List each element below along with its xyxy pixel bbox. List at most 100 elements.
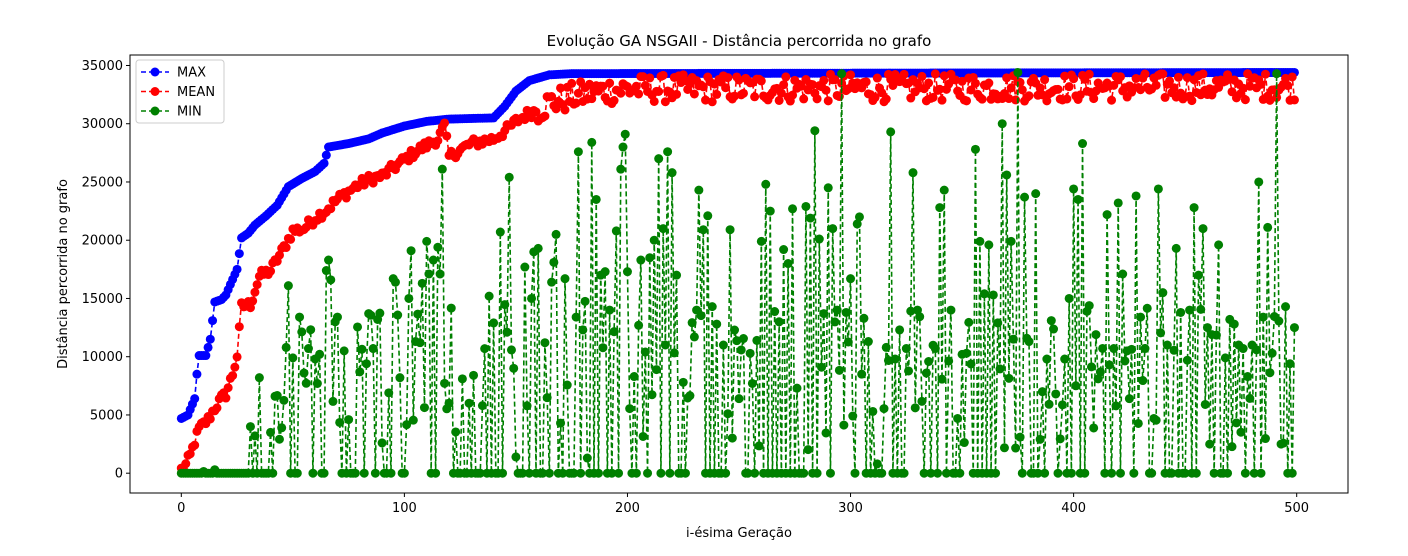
data-point xyxy=(1165,76,1175,86)
data-point xyxy=(747,379,757,388)
data-point xyxy=(319,468,329,478)
data-point xyxy=(571,312,581,322)
series-min xyxy=(176,67,1299,478)
data-point xyxy=(1281,302,1291,312)
data-point xyxy=(846,274,856,284)
series-mean xyxy=(176,69,1299,474)
data-point xyxy=(1064,293,1074,303)
data-point xyxy=(1037,387,1047,397)
data-point xyxy=(605,305,615,315)
data-point xyxy=(1289,95,1299,105)
data-point xyxy=(1171,243,1181,253)
data-point xyxy=(638,72,648,82)
data-point xyxy=(672,270,682,280)
data-point xyxy=(1156,328,1166,338)
data-point xyxy=(1153,184,1163,194)
data-point xyxy=(872,459,882,469)
x-tick-label: 200 xyxy=(615,501,640,516)
data-point xyxy=(279,395,289,405)
series-layer xyxy=(176,67,1299,478)
data-point xyxy=(614,468,624,478)
data-point xyxy=(350,468,360,478)
data-point xyxy=(286,234,296,244)
data-point xyxy=(821,428,831,438)
data-point xyxy=(783,259,793,269)
data-point xyxy=(1252,345,1262,355)
data-point xyxy=(665,468,675,478)
data-point xyxy=(752,335,762,345)
data-point xyxy=(1086,362,1096,372)
data-point xyxy=(825,468,835,478)
data-point xyxy=(901,344,911,354)
data-point xyxy=(725,225,735,235)
data-point xyxy=(984,240,994,250)
data-point xyxy=(1089,94,1099,104)
x-tick-label: 500 xyxy=(1284,501,1309,516)
chart-title: Evolução GA NSGAII - Distância percorrid… xyxy=(547,32,932,50)
data-point xyxy=(1060,71,1070,81)
data-point xyxy=(1120,356,1130,366)
data-point xyxy=(814,234,824,244)
data-point xyxy=(1202,323,1212,333)
data-point xyxy=(1044,399,1054,409)
data-point xyxy=(1093,374,1103,384)
data-point xyxy=(723,73,733,83)
data-point xyxy=(924,357,934,366)
data-point xyxy=(205,334,215,344)
data-point xyxy=(796,81,806,91)
data-point xyxy=(1151,80,1161,90)
series-line-min xyxy=(181,72,1296,474)
data-point xyxy=(1049,324,1059,334)
data-point xyxy=(707,97,717,107)
data-point xyxy=(321,266,331,276)
data-point xyxy=(1006,236,1016,246)
data-point xyxy=(1040,468,1050,478)
data-point xyxy=(1017,85,1027,95)
data-point xyxy=(511,452,521,462)
data-point xyxy=(344,415,354,425)
y-tick-label: 30000 xyxy=(82,117,123,132)
data-point xyxy=(598,343,608,353)
data-point xyxy=(908,168,918,178)
data-point xyxy=(1267,348,1277,358)
data-point xyxy=(970,144,980,154)
data-point xyxy=(1162,340,1172,350)
data-point xyxy=(1142,303,1152,313)
data-point xyxy=(1089,423,1099,433)
data-point xyxy=(587,94,597,104)
data-point xyxy=(643,468,653,478)
data-point xyxy=(368,178,378,188)
data-point xyxy=(522,401,532,411)
data-point xyxy=(1189,203,1199,213)
data-point xyxy=(1078,139,1088,149)
data-point xyxy=(312,379,322,388)
data-point xyxy=(1035,434,1045,444)
data-point xyxy=(361,359,371,369)
data-point xyxy=(817,362,827,372)
data-point xyxy=(609,327,619,337)
data-point xyxy=(781,72,791,82)
data-point xyxy=(544,468,554,478)
data-point xyxy=(1040,75,1050,85)
data-point xyxy=(1272,92,1282,102)
data-point xyxy=(962,96,972,106)
data-point xyxy=(669,348,679,358)
data-point xyxy=(1169,345,1179,355)
data-point xyxy=(964,317,974,327)
data-point xyxy=(1140,69,1150,79)
data-point xyxy=(1020,192,1030,202)
data-point xyxy=(698,225,708,235)
data-point xyxy=(502,327,512,337)
data-point xyxy=(663,147,673,157)
data-point xyxy=(823,183,833,193)
data-point xyxy=(616,164,626,174)
data-point xyxy=(366,310,376,320)
data-point xyxy=(569,468,579,478)
data-point xyxy=(433,242,443,252)
data-point xyxy=(904,366,914,376)
data-point xyxy=(1283,81,1293,91)
data-point xyxy=(542,393,552,403)
data-point xyxy=(1133,418,1143,428)
data-point xyxy=(993,318,1003,328)
data-point xyxy=(1158,69,1168,79)
